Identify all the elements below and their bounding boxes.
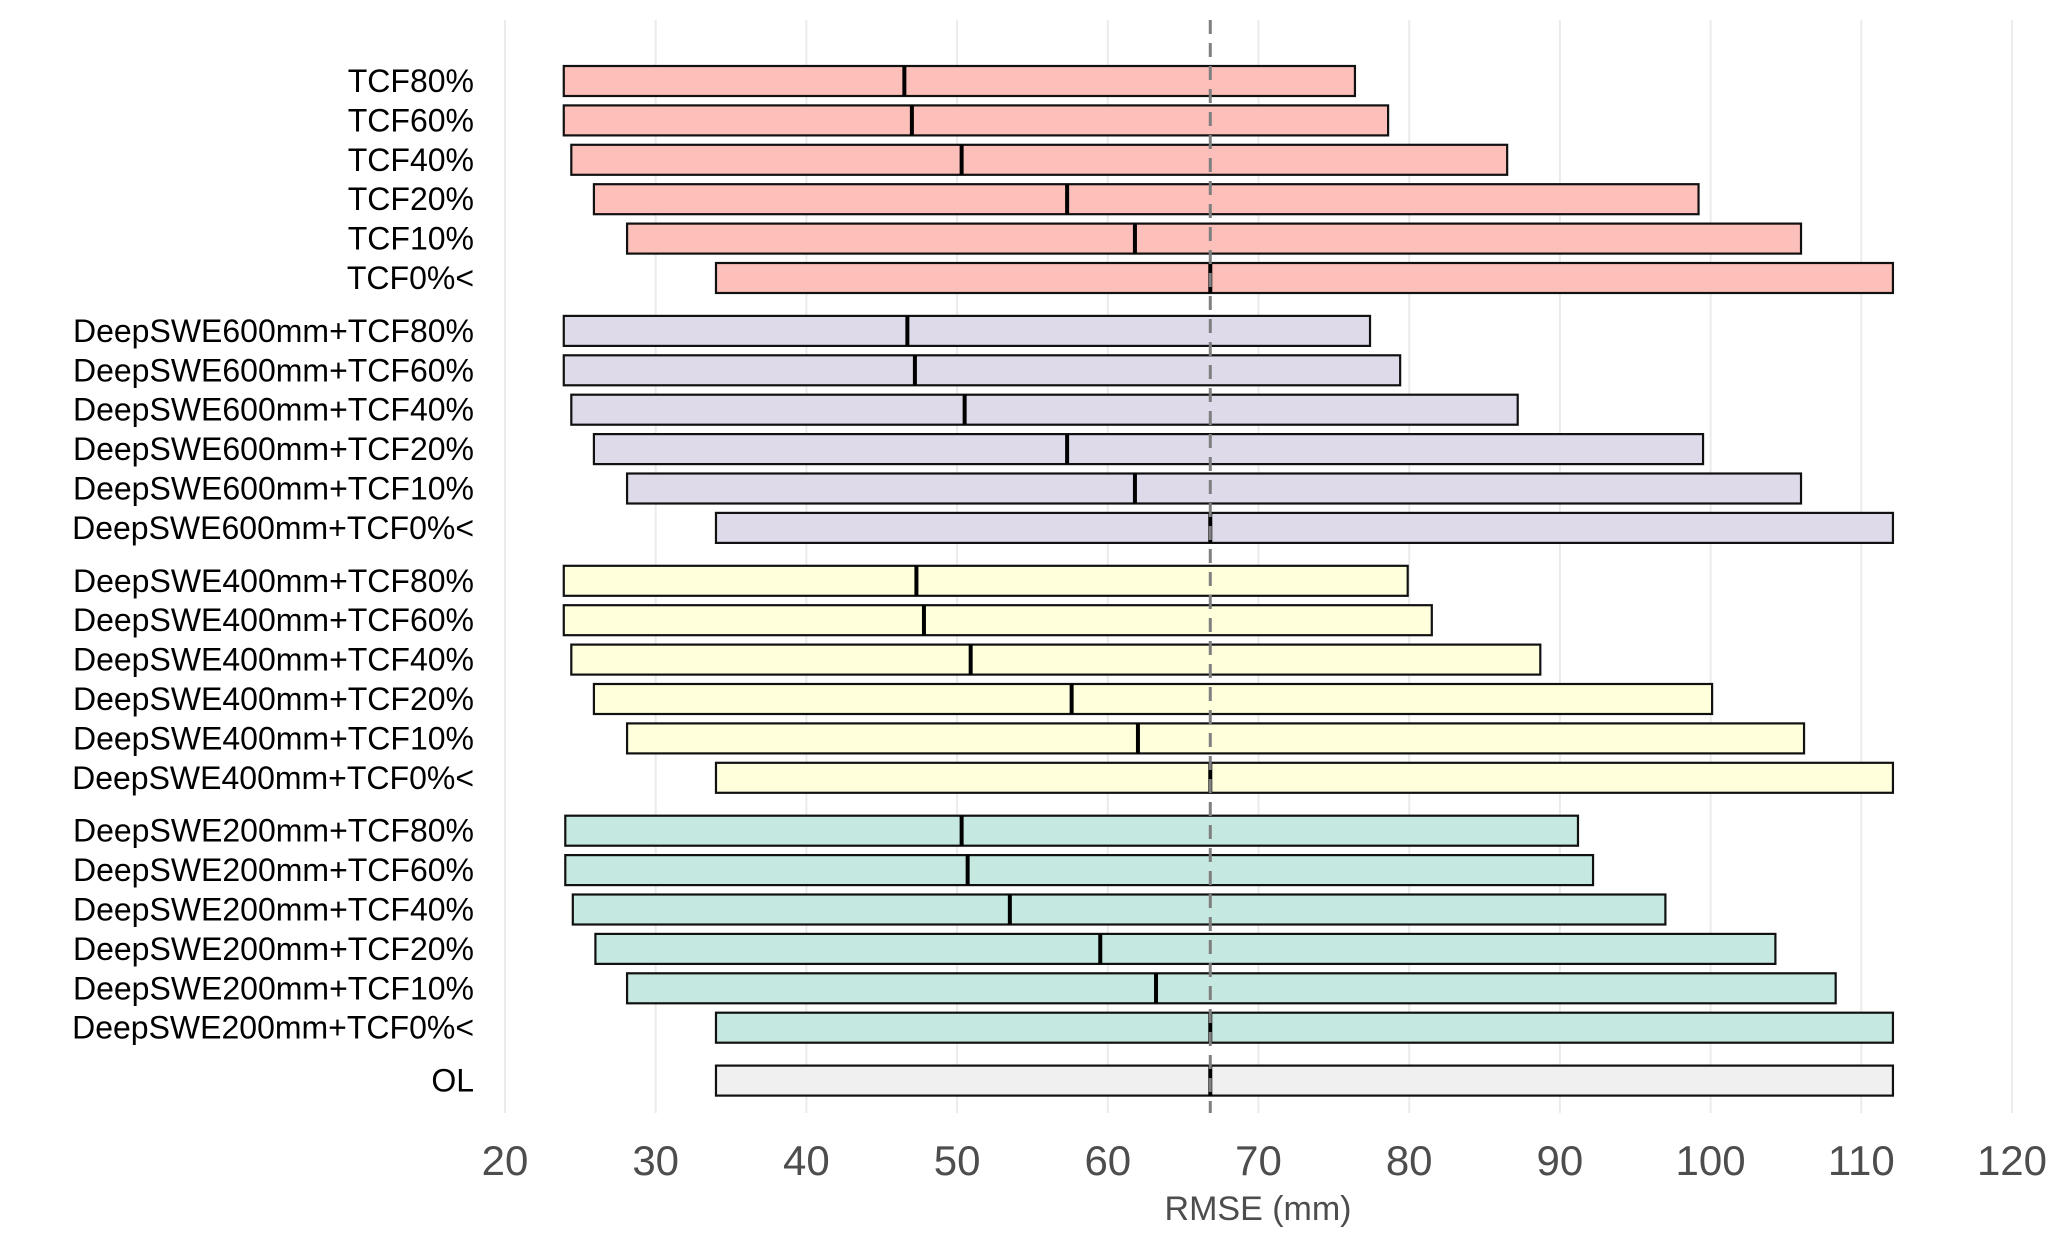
- range-bar: [714, 261, 1895, 295]
- category-label: DeepSWE200mm+TCF20%: [73, 931, 474, 967]
- range-bar: [592, 183, 1700, 216]
- category-label: DeepSWE600mm+TCF60%: [73, 352, 474, 388]
- category-label: TCF10%: [348, 221, 474, 257]
- range-bar: [562, 64, 1357, 98]
- range-bar: [625, 972, 1837, 1005]
- range-bar: [592, 433, 1705, 466]
- category-label: DeepSWE200mm+TCF80%: [73, 813, 474, 849]
- category-label: DeepSWE400mm+TCF0%<: [72, 760, 474, 796]
- range-bar: [562, 314, 1372, 347]
- range-bar: [562, 104, 1390, 137]
- x-tick-label: 50: [934, 1137, 981, 1184]
- category-label: DeepSWE600mm+TCF10%: [73, 471, 474, 507]
- category-label: DeepSWE400mm+TCF20%: [73, 681, 474, 717]
- category-label: DeepSWE200mm+TCF10%: [73, 970, 474, 1006]
- bars: [562, 64, 1895, 1097]
- category-label: DeepSWE600mm+TCF0%<: [72, 510, 474, 546]
- category-label: TCF80%: [348, 63, 474, 99]
- range-bar: [570, 143, 1509, 176]
- x-tick-label: 70: [1235, 1137, 1282, 1184]
- range-bar: [625, 472, 1803, 505]
- x-tick-label: 20: [482, 1137, 529, 1184]
- range-bar: [570, 393, 1519, 426]
- category-label: TCF60%: [348, 102, 474, 138]
- category-label: TCF20%: [348, 181, 474, 217]
- range-bar: [714, 761, 1895, 794]
- category-label: DeepSWE400mm+TCF10%: [73, 720, 474, 756]
- category-label: DeepSWE200mm+TCF0%<: [72, 1010, 474, 1046]
- range-bar: [564, 814, 1580, 847]
- x-tick-label: 110: [1828, 1137, 1895, 1184]
- category-label: DeepSWE400mm+TCF80%: [73, 563, 474, 599]
- x-tick-label: 60: [1084, 1137, 1131, 1184]
- category-label: DeepSWE600mm+TCF80%: [73, 313, 474, 349]
- category-label: TCF40%: [348, 142, 474, 178]
- range-bar: [714, 1011, 1895, 1044]
- category-label: DeepSWE600mm+TCF20%: [73, 431, 474, 467]
- x-tick-label: 120: [1977, 1137, 2047, 1184]
- category-label: OL: [431, 1063, 474, 1099]
- range-bar: [571, 893, 1667, 926]
- category-label: DeepSWE400mm+TCF40%: [73, 642, 474, 678]
- category-label: TCF0%<: [347, 260, 474, 296]
- range-bar: [625, 222, 1803, 255]
- range-bar: [564, 853, 1595, 887]
- range-bar: [562, 564, 1409, 597]
- x-tick-label: 40: [783, 1137, 830, 1184]
- range-bar: [714, 1064, 1895, 1097]
- range-bar: [594, 932, 1777, 966]
- x-axis-title: RMSE (mm): [1165, 1190, 1352, 1228]
- x-tick-label: 90: [1537, 1137, 1584, 1184]
- x-tick-label: 100: [1676, 1137, 1746, 1184]
- x-tick-label: 80: [1386, 1137, 1433, 1184]
- range-bar: [570, 643, 1542, 676]
- x-tick-labels: 20 30 40 50 60 70 80 90 100 110 120: [482, 1137, 2047, 1184]
- range-bar: [625, 722, 1806, 755]
- x-tick-label: 30: [632, 1137, 679, 1184]
- range-bar: [562, 354, 1402, 387]
- range-bar: [592, 682, 1714, 716]
- category-label: DeepSWE600mm+TCF40%: [73, 392, 474, 428]
- range-bar: [714, 511, 1895, 545]
- category-label: DeepSWE400mm+TCF60%: [73, 602, 474, 638]
- range-bar: [562, 604, 1433, 637]
- category-labels: TCF80%TCF60% TCF40%TCF20% TCF10%TCF0%< Deep…: [72, 63, 474, 1099]
- category-label: DeepSWE200mm+TCF40%: [73, 892, 474, 928]
- category-label: DeepSWE200mm+TCF60%: [73, 852, 474, 888]
